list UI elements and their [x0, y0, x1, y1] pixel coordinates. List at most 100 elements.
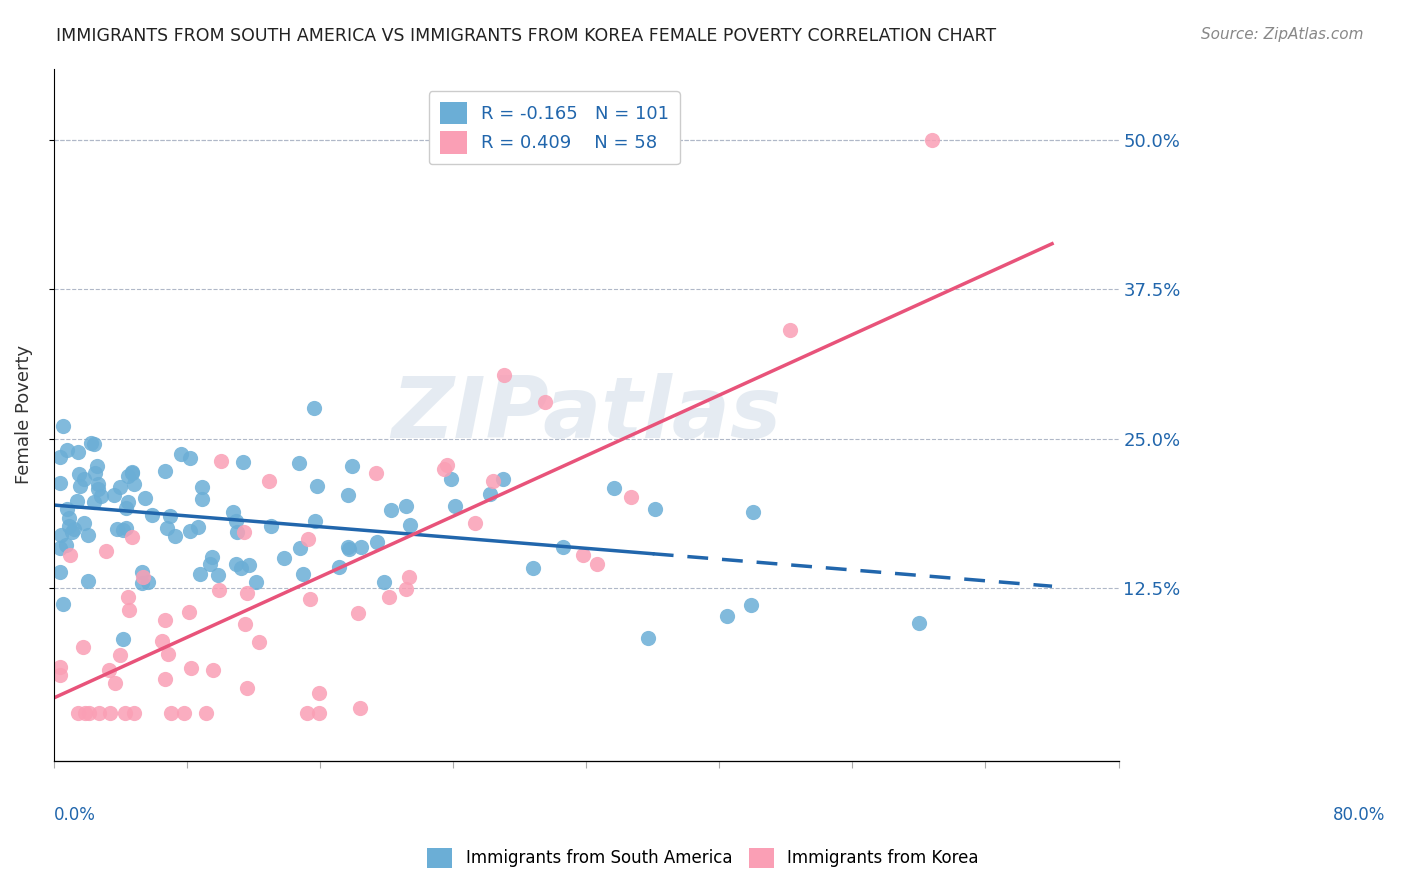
- Immigrants from South America: [58, 519, 80, 533]
- Immigrants from South America: [304, 514, 326, 528]
- Immigrants from Korea: [308, 686, 330, 700]
- Immigrants from Korea: [98, 663, 121, 677]
- Immigrants from Korea: [620, 490, 643, 504]
- Immigrants from Korea: [586, 557, 609, 571]
- Immigrants from Korea: [534, 394, 557, 409]
- Immigrants from South America: [740, 598, 762, 612]
- Immigrants from Korea: [298, 592, 321, 607]
- Immigrants from South America: [83, 437, 105, 451]
- Immigrants from South America: [304, 401, 326, 415]
- Immigrants from South America: [80, 435, 103, 450]
- Immigrants from Korea: [464, 516, 486, 530]
- Legend: R = -0.165   N = 101, R = 0.409    N = 58: R = -0.165 N = 101, R = 0.409 N = 58: [429, 91, 681, 164]
- Immigrants from South America: [337, 541, 360, 556]
- Immigrants from South America: [111, 523, 134, 537]
- Immigrants from South America: [201, 550, 224, 565]
- Immigrants from South America: [86, 459, 108, 474]
- Immigrants from South America: [225, 514, 247, 528]
- Immigrants from South America: [179, 450, 201, 465]
- Immigrants from Korea: [921, 133, 943, 147]
- Immigrants from South America: [198, 557, 221, 571]
- Immigrants from Korea: [366, 466, 388, 480]
- Immigrants from South America: [492, 472, 515, 486]
- Immigrants from South America: [908, 616, 931, 631]
- Immigrants from South America: [87, 476, 110, 491]
- Immigrants from South America: [380, 503, 402, 517]
- Immigrants from Korea: [572, 548, 595, 562]
- Immigrants from South America: [716, 608, 738, 623]
- Immigrants from South America: [232, 455, 254, 469]
- Immigrants from Korea: [233, 616, 256, 631]
- Text: 0.0%: 0.0%: [53, 805, 96, 824]
- Immigrants from Korea: [398, 569, 420, 583]
- Immigrants from South America: [340, 459, 363, 474]
- Immigrants from Korea: [202, 663, 225, 677]
- Immigrants from South America: [73, 473, 96, 487]
- Immigrants from South America: [49, 566, 72, 580]
- Immigrants from Korea: [177, 605, 200, 619]
- Immigrants from South America: [366, 535, 388, 549]
- Immigrants from Korea: [87, 706, 110, 720]
- Immigrants from Korea: [159, 706, 181, 720]
- Immigrants from Korea: [49, 668, 72, 682]
- Immigrants from Korea: [436, 458, 458, 472]
- Immigrants from South America: [141, 508, 163, 522]
- Immigrants from South America: [444, 499, 467, 513]
- Immigrants from South America: [55, 538, 77, 552]
- Immigrants from South America: [170, 447, 193, 461]
- Immigrants from South America: [115, 500, 138, 515]
- Immigrants from South America: [165, 529, 187, 543]
- Immigrants from South America: [305, 479, 328, 493]
- Immigrants from Korea: [98, 706, 121, 720]
- Immigrants from Korea: [72, 640, 94, 654]
- Immigrants from South America: [73, 516, 96, 530]
- Immigrants from South America: [56, 442, 79, 457]
- Immigrants from Korea: [211, 454, 233, 468]
- Immigrants from South America: [121, 465, 143, 479]
- Immigrants from South America: [153, 464, 176, 478]
- Immigrants from South America: [67, 467, 90, 481]
- Immigrants from South America: [337, 488, 360, 502]
- Immigrants from South America: [225, 558, 247, 572]
- Immigrants from South America: [156, 521, 179, 535]
- Immigrants from South America: [134, 491, 156, 505]
- Immigrants from South America: [292, 566, 315, 581]
- Immigrants from South America: [229, 560, 252, 574]
- Immigrants from Korea: [208, 583, 231, 598]
- Immigrants from South America: [260, 518, 283, 533]
- Immigrants from South America: [122, 477, 145, 491]
- Immigrants from Korea: [494, 368, 516, 382]
- Immigrants from South America: [52, 418, 75, 433]
- Immigrants from Korea: [77, 706, 100, 720]
- Immigrants from Korea: [73, 706, 96, 720]
- Immigrants from South America: [121, 466, 143, 480]
- Immigrants from Korea: [347, 606, 370, 620]
- Immigrants from South America: [207, 567, 229, 582]
- Immigrants from South America: [115, 520, 138, 534]
- Immigrants from South America: [644, 501, 666, 516]
- Immigrants from South America: [49, 541, 72, 556]
- Immigrants from South America: [551, 540, 574, 554]
- Immigrants from Korea: [233, 524, 256, 539]
- Immigrants from South America: [226, 525, 249, 540]
- Immigrants from South America: [76, 574, 98, 588]
- Immigrants from Korea: [395, 582, 418, 597]
- Immigrants from South America: [191, 480, 214, 494]
- Immigrants from Korea: [180, 661, 202, 675]
- Immigrants from South America: [117, 469, 139, 483]
- Immigrants from South America: [288, 456, 311, 470]
- Immigrants from Korea: [132, 570, 155, 584]
- Immigrants from Korea: [49, 660, 72, 674]
- Text: ZIPatlas: ZIPatlas: [391, 373, 782, 456]
- Immigrants from South America: [108, 479, 131, 493]
- Text: Source: ZipAtlas.com: Source: ZipAtlas.com: [1201, 27, 1364, 42]
- Immigrants from Korea: [247, 635, 270, 649]
- Immigrants from Korea: [104, 676, 127, 690]
- Immigrants from South America: [69, 479, 91, 493]
- Immigrants from South America: [76, 528, 98, 542]
- Immigrants from South America: [83, 494, 105, 508]
- Immigrants from South America: [67, 444, 90, 458]
- Immigrants from Korea: [236, 585, 259, 599]
- Immigrants from South America: [288, 541, 311, 555]
- Immigrants from Korea: [117, 591, 139, 605]
